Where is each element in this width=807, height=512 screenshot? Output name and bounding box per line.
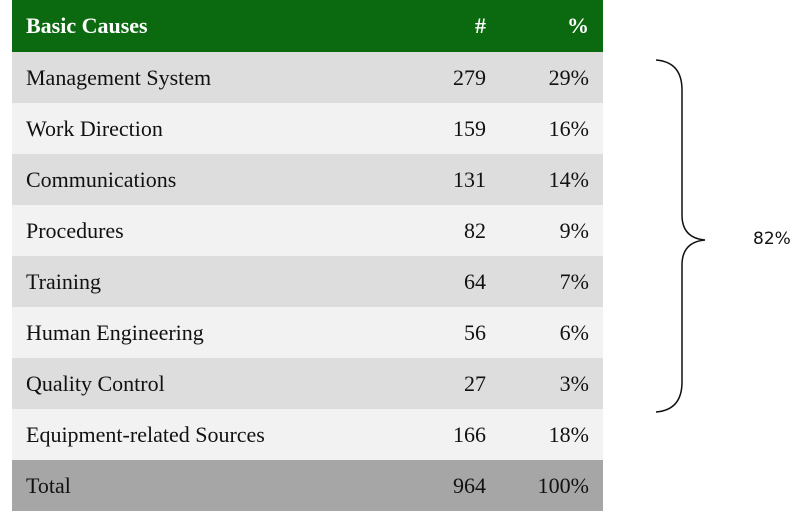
table-cell: 18% [500, 409, 603, 460]
table-cell: Communications [12, 154, 430, 205]
table-row: Total 964 100% [12, 460, 603, 511]
table-row: Communications 131 14% [12, 154, 603, 205]
table-row: Management System 279 29% [12, 52, 603, 103]
table-cell: 14% [500, 154, 603, 205]
table-row: Work Direction 159 16% [12, 103, 603, 154]
table-cell: % [500, 0, 603, 52]
table-cell: 29% [500, 52, 603, 103]
table-cell: Quality Control [12, 358, 430, 409]
table-row: Quality Control 27 3% [12, 358, 603, 409]
table-cell: Management System [12, 52, 430, 103]
table-cell: 16% [500, 103, 603, 154]
table-cell: Basic Causes [12, 0, 430, 52]
table-cell: 166 [430, 409, 500, 460]
table-cell: 82 [430, 205, 500, 256]
table-cell: 6% [500, 307, 603, 358]
table-row: Human Engineering 56 6% [12, 307, 603, 358]
causes-table: Basic Causes #% Management System 279 29% Wo… [12, 0, 603, 511]
table-cell: 279 [430, 52, 500, 103]
table-cell: 27 [430, 358, 500, 409]
table-cell: 131 [430, 154, 500, 205]
table-cell: # [430, 0, 500, 52]
table-cell: Total [12, 460, 430, 511]
table-cell: 964 [430, 460, 500, 511]
brace [655, 59, 706, 413]
table-cell: Work Direction [12, 103, 430, 154]
table-cell: Procedures [12, 205, 430, 256]
table-cell: 7% [500, 256, 603, 307]
table-cell: Equipment-related Sources [12, 409, 430, 460]
table-row: Equipment-related Sources 166 18% [12, 409, 603, 460]
table-cell: 159 [430, 103, 500, 154]
table-cell: 3% [500, 358, 603, 409]
table-row: Procedures 82 9% [12, 205, 603, 256]
header-row: Basic Causes #% [12, 0, 603, 52]
table-cell: 100% [500, 460, 603, 511]
table-row: Training 64 7% [12, 256, 603, 307]
table-cell: Training [12, 256, 430, 307]
brace-label: 82% [753, 229, 791, 249]
table-cell: Human Engineering [12, 307, 430, 358]
table-cell: 9% [500, 205, 603, 256]
table-cell: 56 [430, 307, 500, 358]
table-cell: 64 [430, 256, 500, 307]
